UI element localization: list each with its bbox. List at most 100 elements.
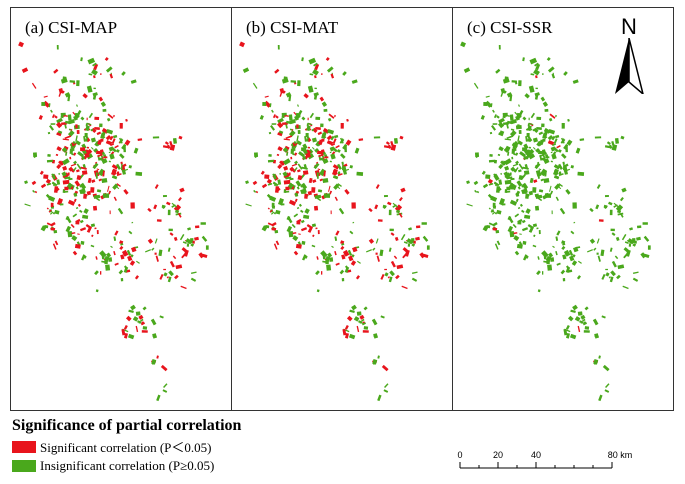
distribution-patch — [316, 172, 319, 179]
distribution-patch — [342, 163, 344, 171]
distribution-patch — [569, 333, 577, 340]
distribution-patch — [556, 262, 561, 266]
distribution-patch — [56, 198, 64, 206]
distribution-patch — [109, 73, 114, 79]
distribution-patch — [301, 166, 308, 170]
distribution-patch — [152, 136, 160, 139]
distribution-patch — [507, 225, 514, 233]
distribution-patch — [557, 163, 563, 170]
distribution-patch — [18, 41, 24, 48]
distribution-patch — [376, 255, 380, 262]
distribution-patch — [552, 143, 557, 147]
distribution-patch — [524, 214, 531, 220]
distribution-patch — [52, 212, 56, 215]
distribution-patch — [572, 254, 576, 258]
distribution-patch — [563, 71, 568, 76]
distribution-patch — [389, 228, 394, 232]
distribution-patch — [351, 202, 356, 209]
distribution-patch — [532, 147, 536, 150]
distribution-patch — [538, 168, 542, 171]
distribution-patch — [72, 213, 78, 218]
distribution-patch — [542, 101, 549, 107]
north-letter: N — [621, 14, 637, 39]
distribution-patch — [408, 227, 413, 231]
distribution-patch — [288, 130, 296, 137]
distribution-patch — [300, 209, 304, 213]
distribution-patch — [116, 183, 121, 187]
distribution-patch — [515, 152, 519, 156]
distribution-patch — [636, 225, 642, 229]
distribution-patch — [536, 227, 539, 230]
distribution-patch — [352, 246, 358, 253]
legend-label: Insignificant correlation (P≥0.05) — [40, 458, 215, 474]
distribution-patch — [82, 214, 89, 220]
distribution-patch — [156, 355, 159, 359]
distribution-patch — [533, 234, 536, 238]
distribution-patch — [281, 77, 289, 84]
distribution-patch — [543, 151, 548, 155]
distribution-patch — [510, 128, 514, 131]
distribution-patch — [34, 190, 38, 194]
distribution-patch — [281, 112, 287, 116]
distribution-patch — [306, 123, 309, 127]
distribution-patch — [565, 265, 570, 270]
distribution-patch — [583, 321, 586, 324]
distribution-patch — [98, 168, 106, 177]
distribution-patch — [275, 240, 280, 246]
distribution-patch — [356, 260, 361, 264]
distribution-patch — [72, 250, 78, 256]
distribution-patch — [313, 162, 320, 170]
distribution-patch — [377, 219, 383, 222]
distribution-patch — [514, 250, 520, 256]
distribution-patch — [114, 144, 119, 149]
distribution-patch — [494, 212, 498, 215]
distribution-patch — [488, 159, 495, 163]
distribution-patch — [537, 150, 545, 155]
distribution-patch — [92, 95, 97, 100]
distribution-patch — [528, 190, 533, 196]
distribution-patch — [43, 174, 49, 180]
distribution-patch — [493, 114, 498, 119]
distribution-patch — [131, 246, 137, 253]
distribution-patch — [562, 254, 567, 260]
distribution-patch — [88, 112, 94, 119]
distribution-patch — [75, 124, 78, 129]
distribution-patch — [333, 183, 340, 190]
distribution-patch — [541, 271, 544, 275]
distribution-patch — [483, 102, 488, 106]
distribution-patch — [137, 320, 142, 324]
distribution-patch — [629, 227, 634, 231]
distribution-patch — [466, 203, 473, 207]
distribution-patch — [324, 156, 329, 159]
distribution-patch — [315, 227, 318, 230]
distribution-patch — [156, 219, 162, 222]
distribution-patch — [355, 275, 360, 280]
distribution-patch — [522, 192, 527, 194]
distribution-patch — [519, 151, 527, 158]
distribution-patch — [67, 114, 72, 121]
distribution-patch — [40, 183, 47, 189]
distribution-patch — [534, 205, 540, 211]
distribution-patch — [538, 131, 544, 136]
distribution-patch — [53, 229, 58, 234]
distribution-patch — [337, 173, 343, 177]
distribution-patch — [351, 304, 357, 311]
distribution-patch — [550, 257, 555, 262]
distribution-patch — [395, 274, 400, 280]
distribution-patch — [579, 138, 585, 142]
distribution-patch — [118, 269, 124, 275]
distribution-patch — [56, 146, 62, 152]
distribution-patch — [259, 115, 264, 120]
distribution-patch — [522, 57, 525, 62]
distribution-patch — [492, 123, 498, 125]
distribution-patch — [45, 178, 51, 184]
scale-tick-label: 40 — [531, 450, 541, 460]
distribution-patch — [512, 223, 517, 229]
distribution-patch — [76, 104, 78, 107]
distribution-patch — [293, 213, 299, 218]
distribution-patch — [336, 163, 342, 170]
distribution-patch — [403, 241, 408, 245]
distribution-patch — [87, 177, 92, 184]
distribution-patch — [589, 207, 594, 213]
distribution-patch — [394, 236, 399, 242]
